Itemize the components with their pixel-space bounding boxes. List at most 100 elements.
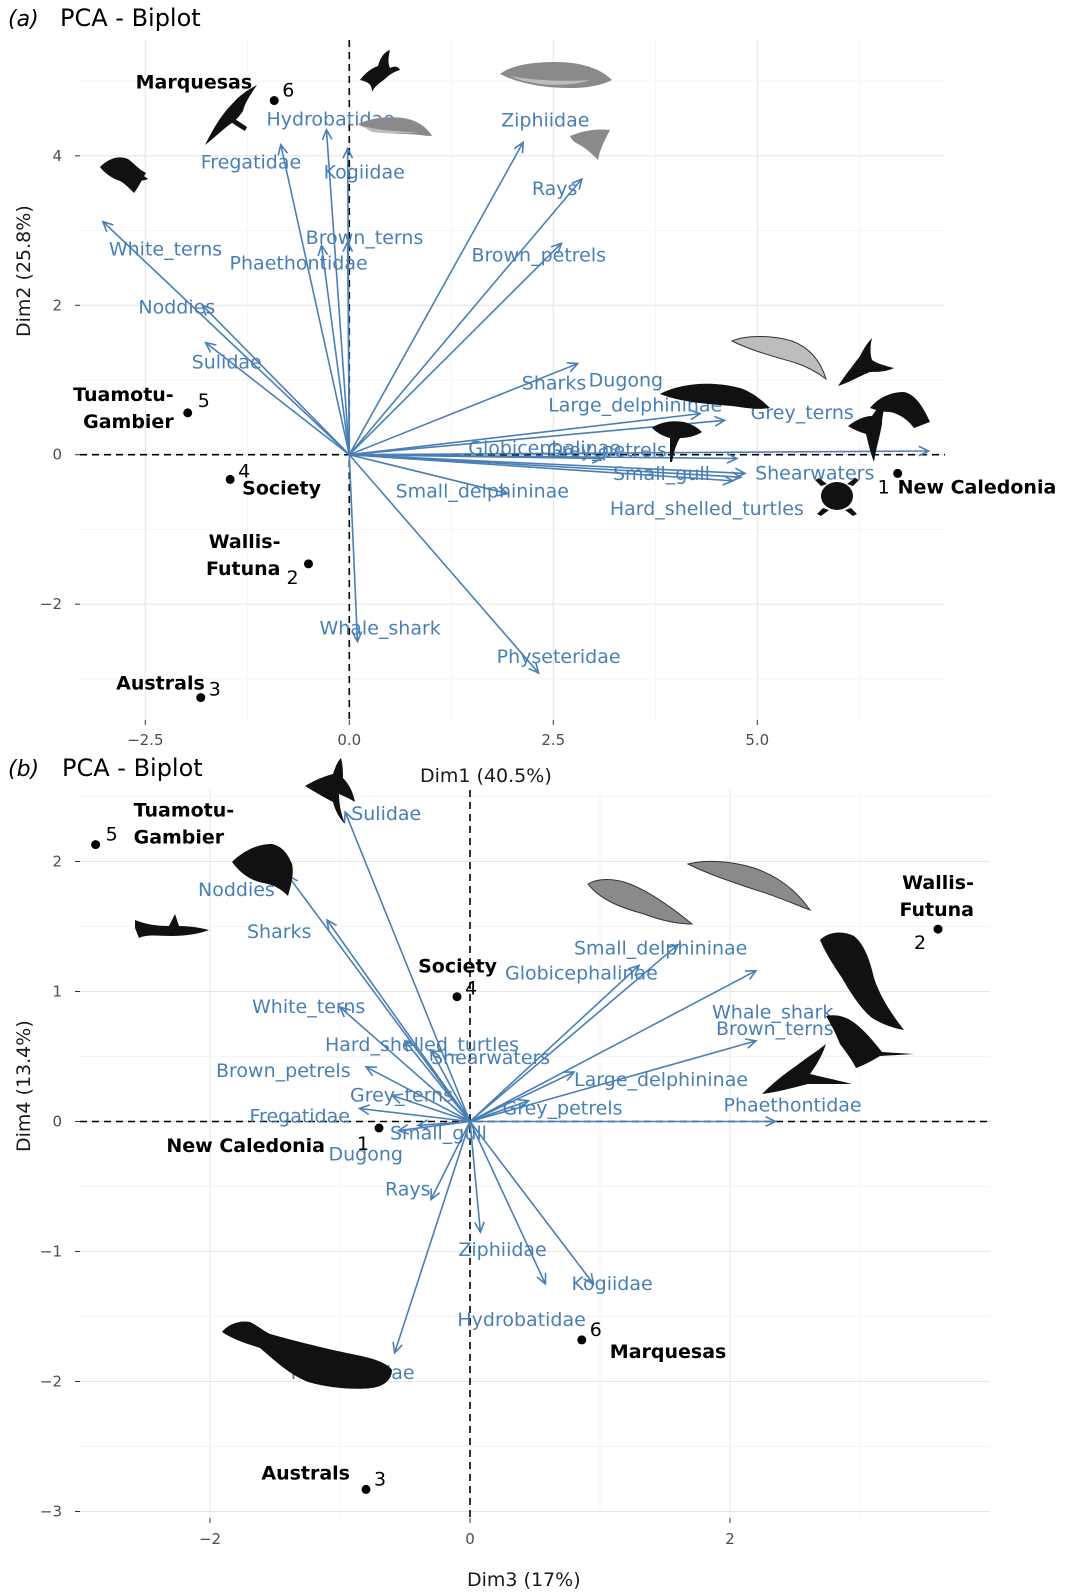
arrow-head bbox=[591, 452, 605, 464]
arrow-shaft bbox=[393, 1121, 471, 1354]
site-point bbox=[196, 693, 206, 703]
variable-label-small-gull: Small_gull bbox=[613, 463, 710, 485]
arrow-shaft bbox=[349, 412, 701, 456]
arrow-shaft bbox=[469, 1071, 575, 1123]
arrow-phaethontidae: Phaethontidae bbox=[230, 243, 368, 455]
variable-label-hard-shelled-turtles: Hard_shelled_turtles bbox=[325, 1034, 519, 1056]
arrow-brown-petrels: Brown_petrels bbox=[216, 1060, 471, 1123]
site-point bbox=[893, 468, 903, 478]
site-number: 3 bbox=[374, 1468, 386, 1490]
site-number: 5 bbox=[106, 824, 118, 846]
panel-a-y-axis-title: Dim2 (25.8%) bbox=[13, 205, 35, 337]
site-name: Wallis- bbox=[902, 872, 974, 894]
site-number: 2 bbox=[286, 567, 298, 589]
site-name: Tuamotu- bbox=[134, 800, 235, 822]
panel-a-x-axis-title: Dim1 (40.5%) bbox=[420, 765, 552, 787]
arrow-head bbox=[562, 1071, 576, 1082]
arrow-shearwaters: Shearwaters bbox=[430, 1047, 550, 1122]
variable-label-whale-shark: Whale_shark bbox=[712, 1002, 833, 1024]
arrow-shaft bbox=[326, 919, 471, 1122]
arrow-shaft bbox=[325, 129, 351, 455]
arrow-brown-terns: Brown_terns bbox=[469, 1018, 834, 1123]
site-number: 2 bbox=[914, 932, 926, 954]
arrow-head bbox=[918, 445, 931, 457]
arrow-dugong: Dugong bbox=[329, 1120, 471, 1166]
y-tick-label: −1 bbox=[40, 1243, 62, 1261]
arrow-fregatidae: Fregatidae bbox=[250, 1104, 471, 1128]
arrow-grey-terns: Grey_terns bbox=[350, 1085, 471, 1123]
arrow-head bbox=[338, 1005, 351, 1018]
petrel-icon bbox=[848, 400, 888, 462]
variable-label-kogiidae: Kogiidae bbox=[324, 161, 405, 183]
site-number: 4 bbox=[238, 460, 250, 482]
arrow-whale-shark: Whale_shark bbox=[319, 454, 441, 644]
arrow-shaft bbox=[349, 453, 508, 495]
variable-label-sharks: Sharks bbox=[247, 921, 311, 943]
variable-label-white-terns: White_terns bbox=[109, 239, 222, 261]
arrow-hydrobatidae: Hydrobatidae bbox=[457, 1121, 586, 1331]
arrow-ziphiidae: Ziphiidae bbox=[348, 109, 589, 456]
variable-label-sulidae: Sulidae bbox=[351, 803, 421, 825]
arrow-head bbox=[496, 485, 510, 497]
panel-b-x-axis-title: Dim3 (17%) bbox=[467, 1569, 581, 1591]
variable-label-large-delphininae: Large_delphininae bbox=[548, 395, 722, 417]
arrow-noddies: Noddies bbox=[138, 296, 350, 456]
variable-label-white-terns: White_terns bbox=[252, 996, 365, 1018]
y-tick-label: 1 bbox=[52, 983, 62, 1001]
site-name: Australs bbox=[116, 673, 205, 695]
arrow-shaft bbox=[344, 811, 471, 1122]
arrow-shaft bbox=[201, 304, 350, 456]
variable-label-shearwaters: Shearwaters bbox=[755, 462, 874, 484]
site-number: 6 bbox=[282, 80, 294, 102]
site-name: Marquesas bbox=[136, 72, 253, 94]
variable-label-ziphiidae: Ziphiidae bbox=[458, 1239, 546, 1261]
arrow-sulidae: Sulidae bbox=[343, 803, 471, 1122]
site-point bbox=[374, 1123, 384, 1133]
variable-label-grey-terns: Grey_terns bbox=[350, 1085, 453, 1107]
variable-label-grey-petrels: Grey_petrels bbox=[547, 439, 667, 461]
arrow-head bbox=[342, 146, 354, 159]
arrow-head bbox=[765, 1116, 778, 1127]
arrow-shaft bbox=[398, 1120, 471, 1132]
arrow-head bbox=[416, 1119, 429, 1131]
variable-label-dugong: Dugong bbox=[329, 1144, 403, 1166]
y-tick-label: 0 bbox=[52, 1113, 62, 1131]
variable-label-grey-petrels: Grey_petrels bbox=[503, 1098, 623, 1120]
panel-a-letter: (a) bbox=[8, 7, 39, 32]
site-number: 1 bbox=[878, 476, 890, 498]
site-new-caledonia: 1 New Caledonia bbox=[166, 1123, 384, 1157]
site-name: Wallis- bbox=[209, 531, 281, 553]
tropicbird-icon bbox=[762, 1044, 852, 1094]
variable-label-phaethontidae: Phaethontidae bbox=[724, 1095, 862, 1117]
arrow-shaft bbox=[469, 944, 679, 1123]
arrow-ziphiidae: Ziphiidae bbox=[458, 1121, 547, 1261]
arrow-hard-shelled-turtles: Hard_shelled_turtles bbox=[349, 453, 804, 520]
y-tick-label: −2 bbox=[40, 595, 62, 613]
arrow-brown-terns: Brown_terns bbox=[306, 227, 423, 455]
arrow-shaft bbox=[469, 1121, 595, 1285]
arrow-shaft bbox=[339, 1006, 471, 1123]
arrow-fregatidae: Fregatidae bbox=[201, 142, 351, 455]
arrow-shaft bbox=[320, 245, 351, 455]
arrow-head bbox=[536, 1272, 547, 1286]
y-tick-label: −3 bbox=[40, 1503, 62, 1521]
site-name: Marquesas bbox=[610, 1341, 727, 1363]
site-point bbox=[183, 408, 193, 418]
arrow-shaft bbox=[348, 242, 563, 456]
manta-ray-icon bbox=[570, 129, 610, 160]
arrow-rays: Rays bbox=[348, 177, 584, 456]
variable-label-phaethontidae: Phaethontidae bbox=[230, 252, 368, 274]
arrow-head bbox=[550, 241, 563, 254]
arrow-brown-petrels: Brown_petrels bbox=[348, 241, 606, 456]
y-tick-label: 2 bbox=[52, 296, 62, 314]
x-tick-label: 0.0 bbox=[337, 731, 361, 749]
panel-b-plot-area: −2 0 2 −3 −2 −1 0 1 2 Sulidae Noddies Sharks Small_d… bbox=[40, 790, 990, 1548]
site-marquesas: 6 Marquesas bbox=[577, 1319, 726, 1363]
arrow-shaft bbox=[469, 969, 757, 1123]
site-point bbox=[361, 1484, 371, 1494]
panel-b-background bbox=[80, 790, 990, 1518]
arrow-head bbox=[726, 452, 739, 464]
site-name: Society bbox=[242, 477, 321, 499]
